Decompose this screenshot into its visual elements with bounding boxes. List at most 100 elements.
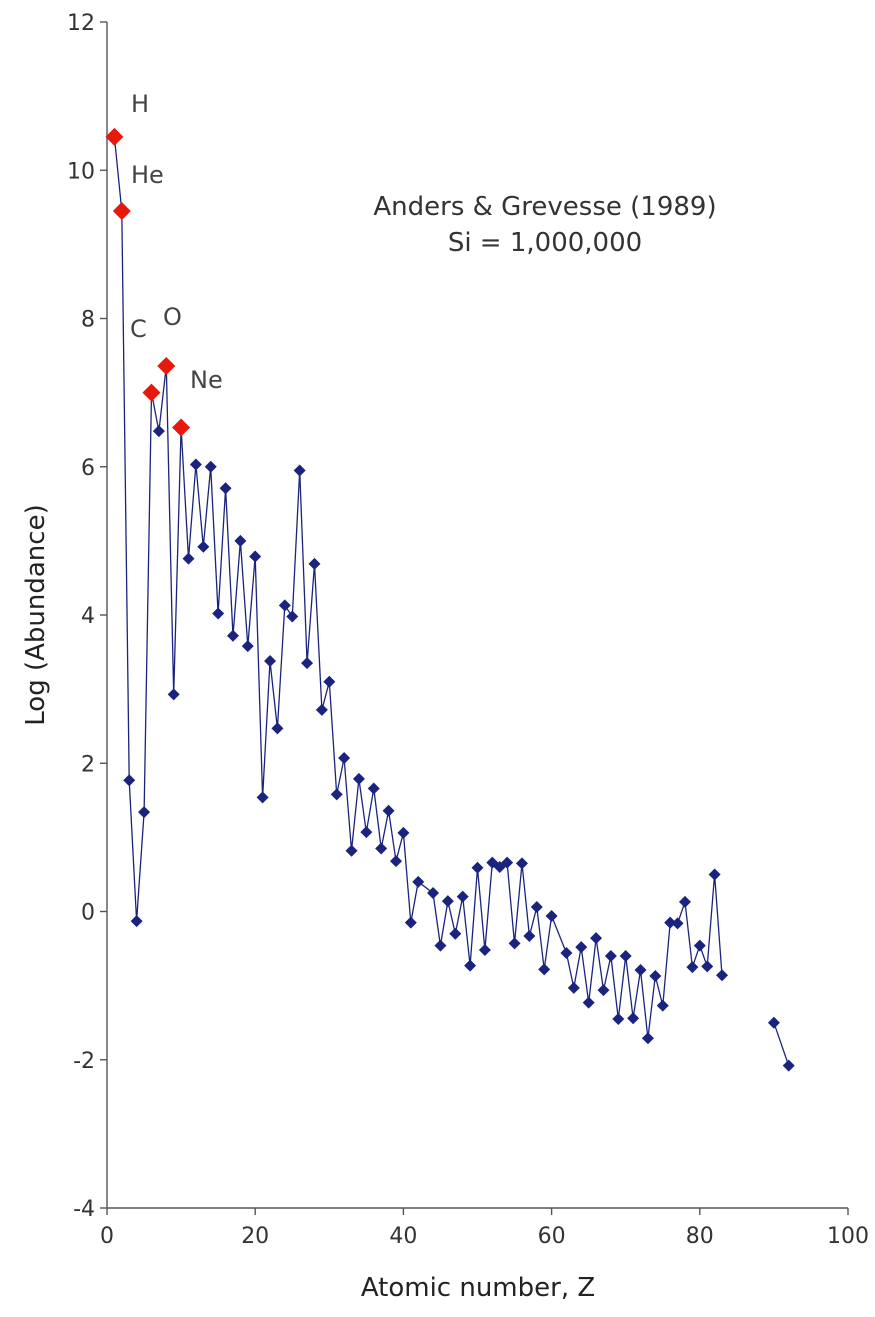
data-point bbox=[197, 540, 210, 553]
data-point bbox=[716, 969, 729, 982]
y-tick-label: 8 bbox=[81, 308, 95, 333]
data-point bbox=[530, 901, 543, 914]
data-point bbox=[315, 703, 328, 716]
data-point bbox=[767, 1016, 780, 1029]
data-point bbox=[708, 868, 721, 881]
series-line bbox=[113, 136, 790, 1066]
x-tick-label: 80 bbox=[686, 1224, 714, 1249]
annotation-source: Anders & Grevesse (1989) bbox=[373, 192, 716, 222]
data-point bbox=[604, 949, 617, 962]
data-point bbox=[182, 552, 195, 565]
y-tick-label: -4 bbox=[73, 1197, 95, 1222]
y-tick-label: 12 bbox=[67, 11, 95, 36]
data-point bbox=[345, 844, 358, 857]
data-point bbox=[367, 782, 380, 795]
data-point bbox=[634, 964, 647, 977]
highlight-point-h bbox=[105, 127, 124, 146]
y-tick-label: 0 bbox=[81, 901, 95, 926]
annotation-normalization: Si = 1,000,000 bbox=[448, 228, 642, 258]
data-point bbox=[456, 890, 469, 903]
x-axis-title: Atomic number, Z bbox=[361, 1273, 595, 1303]
data-point bbox=[678, 895, 691, 908]
data-point bbox=[545, 909, 558, 922]
data-point bbox=[360, 826, 373, 839]
data-point bbox=[619, 949, 632, 962]
y-tick-label: 10 bbox=[67, 159, 95, 184]
element-label-c: C bbox=[130, 315, 147, 343]
data-point bbox=[123, 774, 136, 787]
element-label-ne: Ne bbox=[190, 366, 223, 394]
data-point bbox=[219, 482, 232, 495]
data-point bbox=[701, 960, 714, 973]
element-labels: H He C O Ne bbox=[130, 90, 223, 394]
data-point bbox=[782, 1059, 795, 1072]
data-point bbox=[449, 927, 462, 940]
data-point bbox=[627, 1012, 640, 1025]
data-point bbox=[204, 460, 217, 473]
data-point bbox=[478, 944, 491, 957]
highlight-point-c bbox=[142, 383, 161, 402]
data-point bbox=[241, 640, 254, 653]
data-point bbox=[389, 855, 402, 868]
data-point bbox=[323, 675, 336, 688]
data-point bbox=[671, 917, 684, 930]
data-point bbox=[523, 929, 536, 942]
data-point bbox=[641, 1032, 654, 1045]
data-point bbox=[567, 981, 580, 994]
data-point bbox=[693, 939, 706, 952]
x-tick-label: 20 bbox=[241, 1224, 269, 1249]
data-point bbox=[404, 916, 417, 929]
element-label-h: H bbox=[131, 90, 149, 118]
data-point bbox=[382, 804, 395, 817]
data-point bbox=[471, 861, 484, 874]
y-tick-label: -2 bbox=[73, 1049, 95, 1074]
data-point bbox=[330, 788, 343, 801]
data-point bbox=[664, 916, 677, 929]
data-point bbox=[582, 996, 595, 1009]
data-point bbox=[286, 610, 299, 623]
data-point bbox=[226, 629, 239, 642]
data-point bbox=[501, 856, 514, 869]
x-tick-label: 60 bbox=[538, 1224, 566, 1249]
y-axis-title: Log (Abundance) bbox=[21, 504, 51, 725]
ticks: -4 -2 0 2 4 6 8 10 12 0 20 40 60 80 100 bbox=[67, 11, 869, 1249]
y-tick-label: 6 bbox=[81, 456, 95, 481]
data-point bbox=[412, 875, 425, 888]
highlight-point-he bbox=[112, 202, 131, 221]
data-point bbox=[130, 915, 143, 928]
data-point bbox=[301, 657, 314, 670]
x-tick-label: 40 bbox=[389, 1224, 417, 1249]
y-tick-label: 2 bbox=[81, 752, 95, 777]
element-label-he: He bbox=[131, 161, 164, 189]
data-point bbox=[375, 842, 388, 855]
data-point bbox=[560, 947, 573, 960]
data-point bbox=[293, 464, 306, 477]
data-point bbox=[152, 425, 165, 438]
data-point bbox=[508, 937, 521, 950]
data-point bbox=[515, 857, 528, 870]
highlight-point-o bbox=[157, 356, 176, 375]
data-point bbox=[189, 458, 202, 471]
data-points bbox=[108, 130, 795, 1072]
y-tick-label: 4 bbox=[81, 604, 95, 629]
data-point bbox=[234, 534, 247, 547]
data-point bbox=[575, 941, 588, 954]
highlighted-points bbox=[105, 127, 191, 437]
x-tick-label: 100 bbox=[827, 1224, 869, 1249]
data-point bbox=[464, 959, 477, 972]
x-tick-label: 0 bbox=[100, 1224, 114, 1249]
data-point bbox=[649, 969, 662, 982]
data-point bbox=[656, 999, 669, 1012]
highlight-point-ne bbox=[172, 418, 191, 437]
data-point bbox=[278, 599, 291, 612]
data-point bbox=[212, 607, 225, 620]
element-label-o: O bbox=[163, 303, 182, 331]
data-point bbox=[338, 752, 351, 765]
data-point bbox=[427, 886, 440, 899]
data-point bbox=[264, 654, 277, 667]
data-point bbox=[686, 961, 699, 974]
data-point bbox=[271, 722, 284, 735]
data-point bbox=[249, 550, 262, 563]
